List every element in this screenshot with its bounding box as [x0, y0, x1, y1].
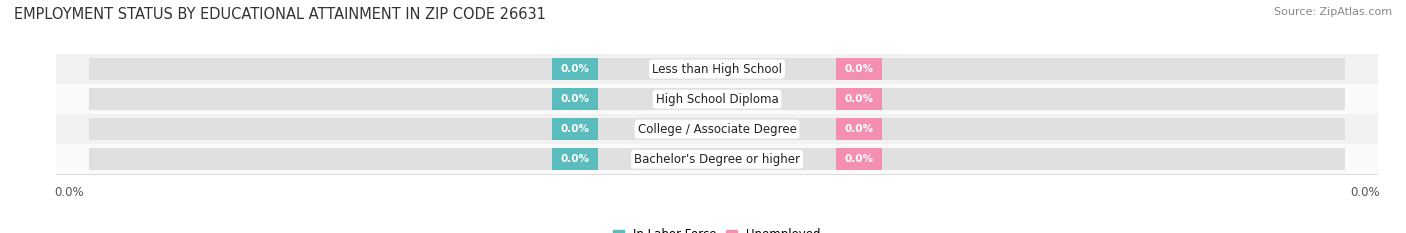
Bar [90, 58, 1344, 80]
Legend: In Labor Force, Unemployed: In Labor Force, Unemployed [609, 224, 825, 233]
Text: 0.0%: 0.0% [561, 94, 589, 104]
Text: EMPLOYMENT STATUS BY EDUCATIONAL ATTAINMENT IN ZIP CODE 26631: EMPLOYMENT STATUS BY EDUCATIONAL ATTAINM… [14, 7, 546, 22]
Bar [837, 148, 883, 170]
Bar [551, 88, 598, 110]
Bar [90, 88, 1344, 110]
Text: 0.0%: 0.0% [561, 154, 589, 164]
Bar [551, 148, 598, 170]
Text: College / Associate Degree: College / Associate Degree [638, 123, 796, 136]
Text: 0.0%: 0.0% [845, 154, 873, 164]
Bar [56, 54, 1378, 84]
Bar [837, 58, 883, 80]
Bar [837, 118, 883, 140]
Text: Bachelor's Degree or higher: Bachelor's Degree or higher [634, 153, 800, 166]
Text: 0.0%: 0.0% [845, 124, 873, 134]
Bar [56, 84, 1378, 114]
Bar [90, 118, 1344, 140]
Bar [551, 118, 598, 140]
Text: Less than High School: Less than High School [652, 63, 782, 76]
Bar [837, 88, 883, 110]
Text: 0.0%: 0.0% [845, 64, 873, 74]
Bar [90, 148, 1344, 170]
Text: 0.0%: 0.0% [561, 124, 589, 134]
Bar [56, 144, 1378, 174]
Bar [56, 114, 1378, 144]
Text: 0.0%: 0.0% [561, 64, 589, 74]
Text: 0.0%: 0.0% [845, 94, 873, 104]
Text: High School Diploma: High School Diploma [655, 93, 779, 106]
Text: Source: ZipAtlas.com: Source: ZipAtlas.com [1274, 7, 1392, 17]
Bar [551, 58, 598, 80]
